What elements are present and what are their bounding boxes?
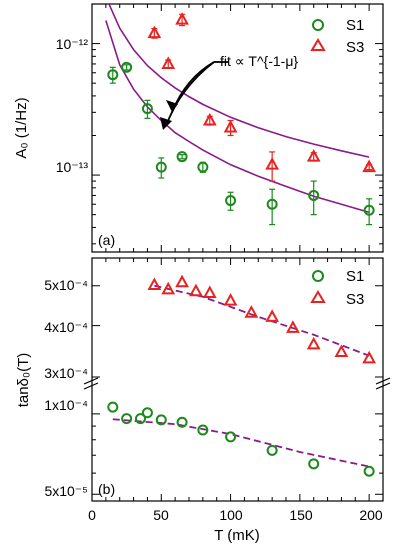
fit-annotation: fit ∝ T^{-1-μ} [220,53,298,69]
panel-b-ytick-label: 3x10⁻⁴ [44,365,88,381]
data-point-s3 [362,350,377,364]
annotation-arrowhead [166,100,178,112]
data-point-s1 [363,465,375,477]
panel-a-label: (a) [98,232,115,248]
data-point-s1 [266,198,278,210]
data-point-s3 [175,274,189,288]
data-point-s3 [334,344,349,358]
fit-curve-a [105,20,370,214]
legend-s3-label: S3 [346,39,364,56]
annotation-arrow [165,61,215,127]
data-point-s3 [306,149,321,162]
data-point-s1 [141,103,153,115]
data-point-s3 [147,277,162,291]
data-point-s1 [155,161,167,173]
panel-a-ytick-label: 10⁻¹² [56,36,89,52]
data-point-s1 [225,195,237,207]
data-point-s1 [363,204,375,216]
legend-s3-marker [310,290,326,303]
x-axis-title: T (mK) [214,527,260,544]
data-point-s3 [265,309,280,322]
data-point-s1 [135,413,146,425]
x-tick-label: 0 [88,507,96,523]
data-point-s3 [161,281,176,295]
panel-b-ytick-label: 1x10⁻⁴ [44,397,88,413]
chart-marks [91,2,383,501]
data-point-s3 [223,119,238,133]
data-point-s1 [121,413,133,425]
fit-curve-a [107,2,370,158]
panel-a-ylabel: A₀ (1/Hz) [13,97,30,158]
panel-b-ytick-label: 5x10⁻⁵ [44,483,88,499]
legend-s1-marker [312,270,324,282]
data-point-s3 [244,305,259,318]
data-point-s1 [266,444,278,456]
data-point-s3 [147,25,162,39]
legend-b: S1 S3 [310,268,364,308]
data-point-s1 [155,414,167,426]
fit-curve-b [154,284,370,357]
x-tick-label: 100 [219,507,243,523]
data-point-s3 [175,12,189,25]
data-point-s1 [107,69,119,81]
data-point-s1 [225,431,237,443]
data-point-s3 [202,112,217,126]
x-tick-label: 150 [289,507,313,523]
x-tick-label: 50 [153,507,169,523]
legend-s1-label: S1 [346,17,364,34]
data-point-s1 [121,61,133,73]
data-point-s1 [197,161,209,173]
data-point-s3 [286,320,300,333]
legend-s1-marker [312,19,324,31]
legend-s1-label: S1 [346,268,364,285]
data-point-s1 [176,151,188,163]
legend-s3-label: S3 [346,291,364,308]
data-point-s3 [202,285,217,299]
x-tick-label: 200 [359,507,383,523]
data-point-s1 [107,401,119,413]
data-point-s3 [223,293,238,306]
data-point-s1 [141,407,153,419]
panel-b-label: (b) [98,481,115,497]
data-point-s1 [308,189,320,201]
annotation-arrowhead [160,117,172,130]
data-point-s3 [161,56,176,69]
panel-a-frame [91,3,384,253]
panel-b-ytick-label: 5x10⁻⁴ [44,277,88,293]
data-point-s3 [265,157,280,170]
panel-b-ytick-label: 4x10⁻⁴ [44,319,88,335]
panel-a-ytick-label: 10⁻¹³ [56,159,89,175]
data-point-s3 [189,283,203,297]
data-point-s1 [197,424,209,436]
data-point-s1 [308,458,320,470]
fit-curve-b [112,418,370,468]
legend-s3-marker [310,38,326,51]
data-point-s3 [362,159,377,173]
data-point-s3 [306,336,321,350]
axis-break-mark [83,377,391,390]
legend-a: S1 S3 [310,17,364,56]
data-point-s1 [176,416,188,428]
annotation-arrow [171,61,215,113]
panel-b-frame [91,257,384,502]
panel-b-ylabel: tanδ₀(T) [15,353,32,408]
